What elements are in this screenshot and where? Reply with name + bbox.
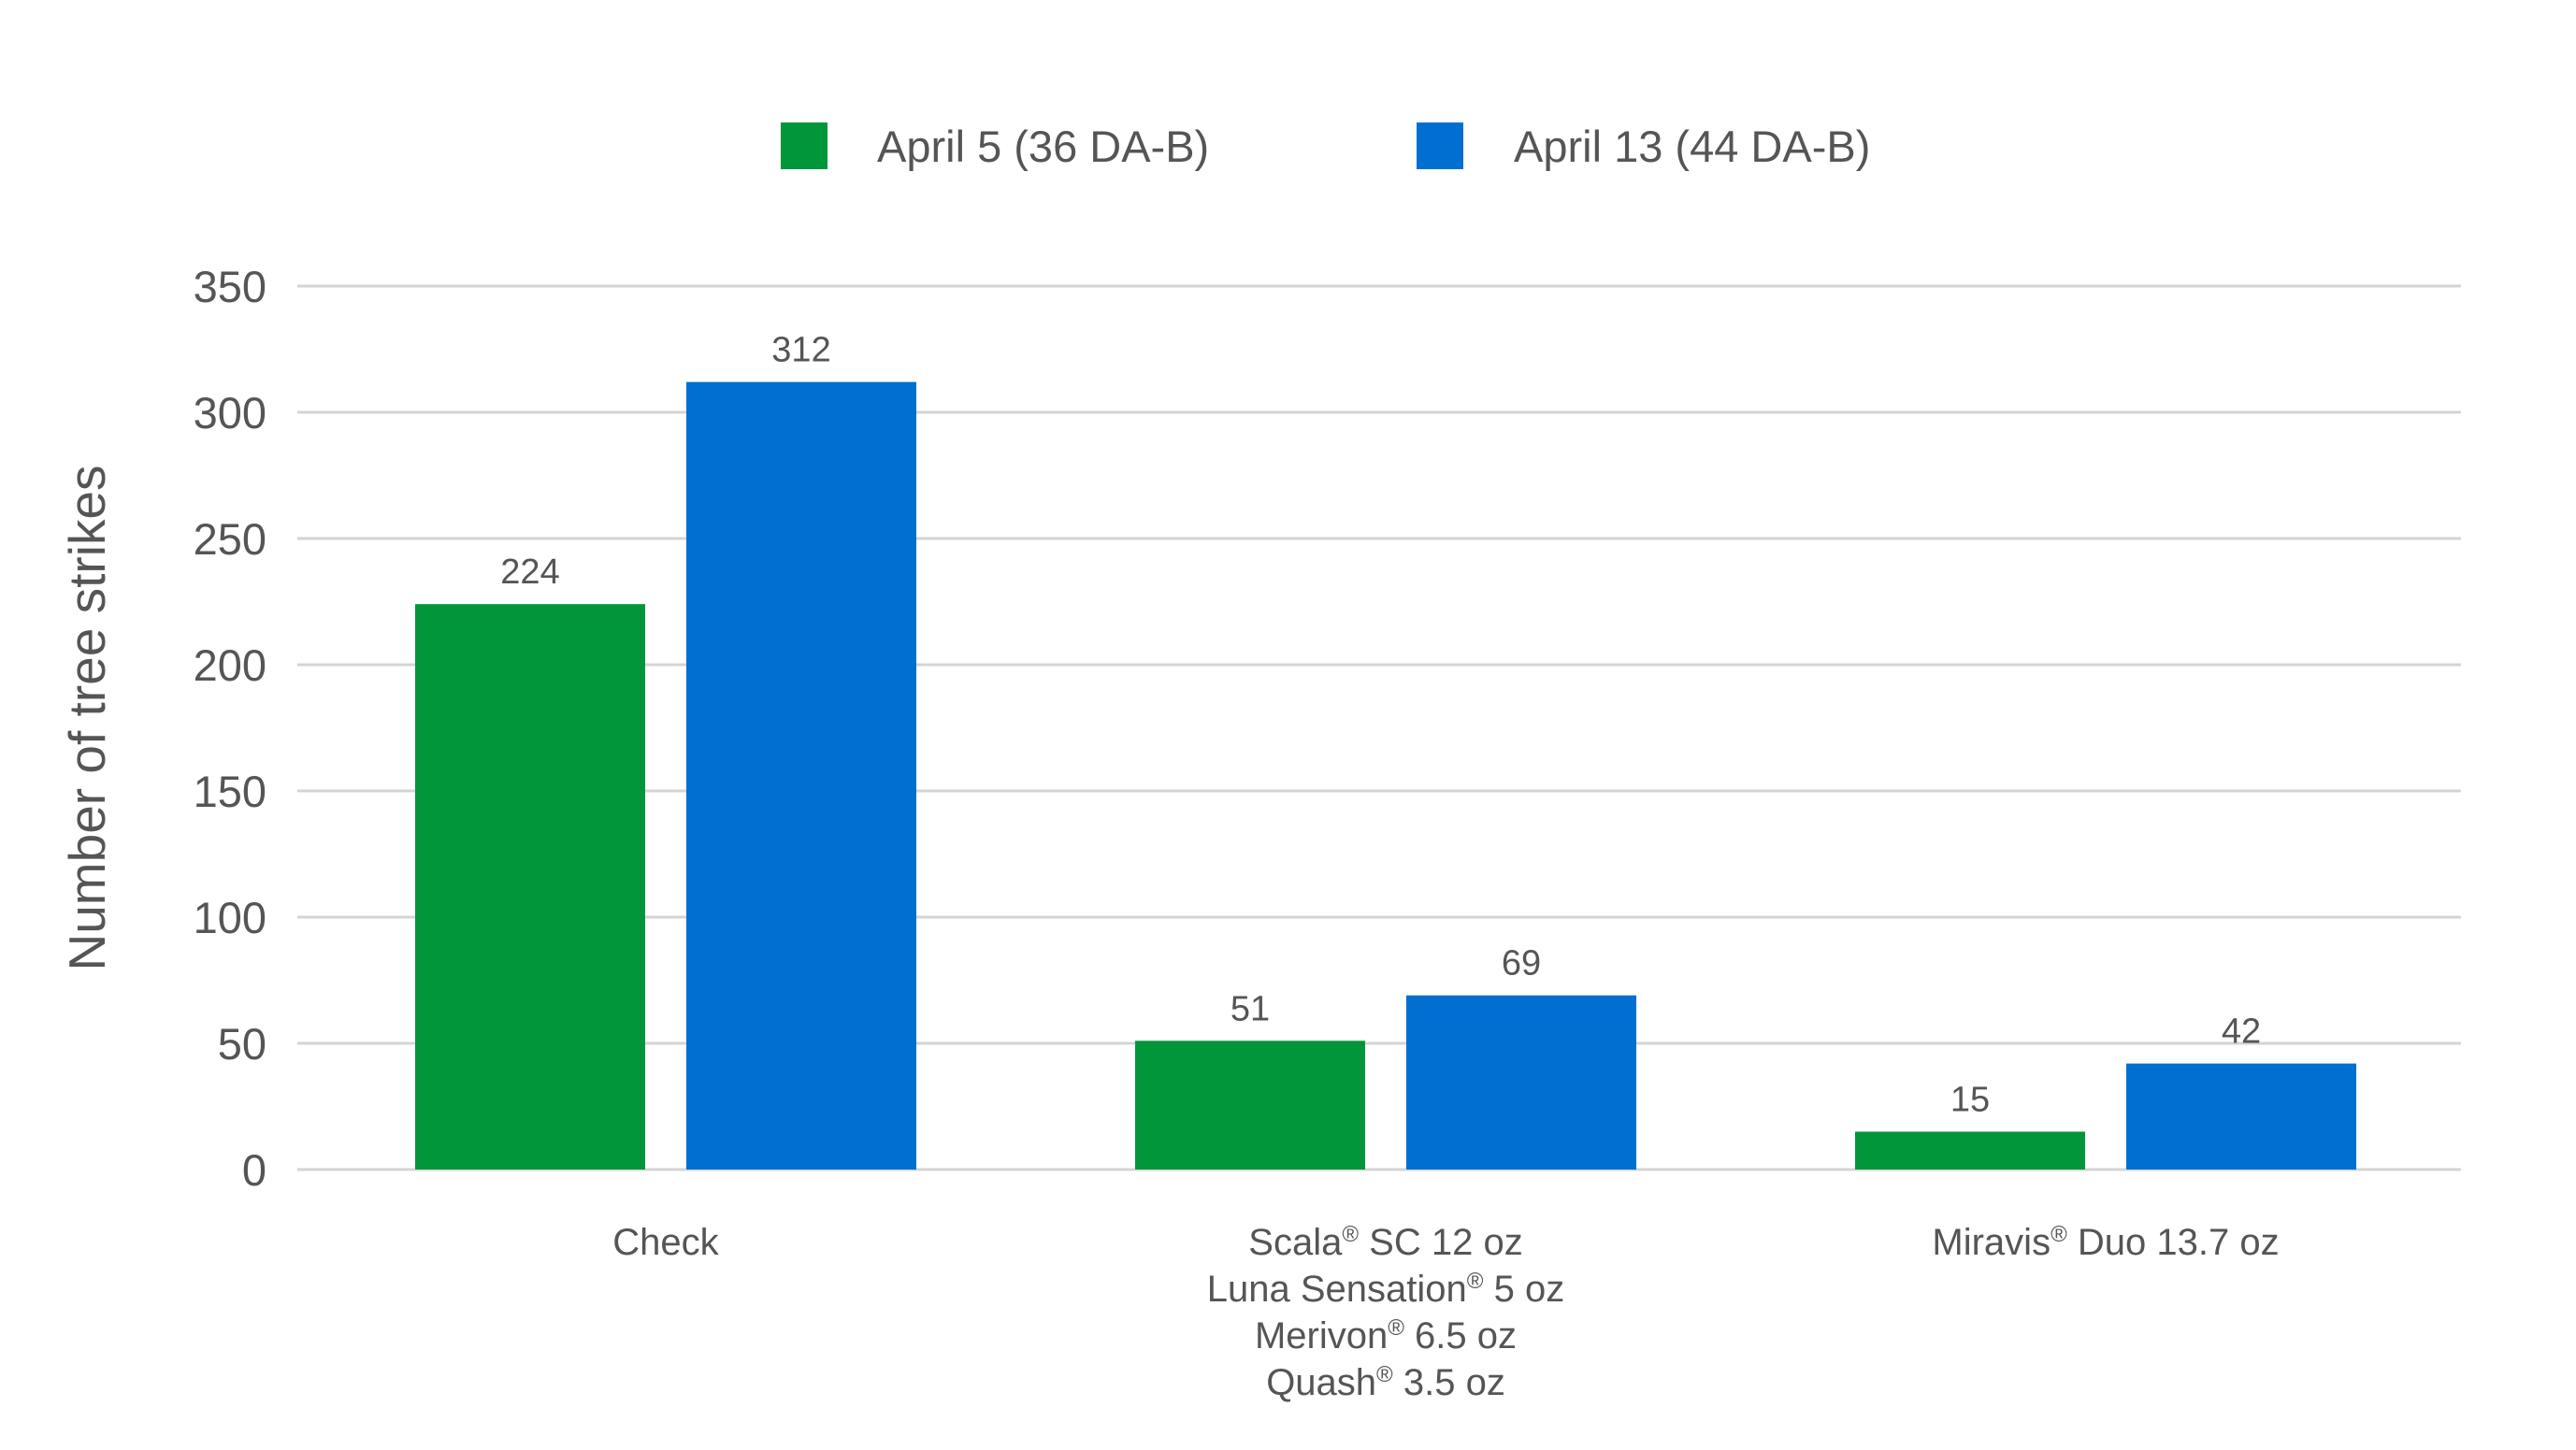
legend-swatch — [1417, 122, 1463, 169]
y-tick-label: 200 — [194, 640, 266, 690]
y-axis-ticks: 0 50 100 150 200 250 300 350 — [194, 262, 266, 1195]
data-label: 42 — [2222, 1012, 2261, 1052]
data-label: 51 — [1230, 989, 1270, 1028]
y-tick-label: 0 — [242, 1145, 266, 1195]
bar — [415, 604, 645, 1170]
bar — [686, 381, 916, 1170]
category-label: Quash® 3.5 oz — [1266, 1362, 1505, 1403]
category-label: Miravis® Duo 13.7 oz — [1932, 1222, 2279, 1263]
y-axis-label: Number of tree strikes — [58, 465, 116, 970]
bar — [1855, 1131, 2085, 1170]
y-tick-label: 250 — [194, 514, 266, 564]
bar — [1135, 1041, 1365, 1170]
bar — [2126, 1063, 2356, 1170]
bars — [415, 381, 2356, 1170]
data-label: 312 — [771, 331, 830, 370]
category-label: Merivon® 6.5 oz — [1255, 1315, 1517, 1357]
y-tick-label: 150 — [194, 767, 266, 816]
legend-label: April 13 (44 DA-B) — [1514, 122, 1870, 171]
y-tick-label: 50 — [218, 1019, 266, 1069]
data-label: 15 — [1950, 1081, 1990, 1120]
legend-label: April 5 (36 DA-B) — [877, 122, 1209, 171]
gridlines — [297, 284, 2461, 1171]
bar — [1406, 995, 1636, 1170]
data-label: 224 — [500, 553, 559, 592]
data-label: 69 — [1502, 944, 1541, 983]
category-labels: Check Scala® SC 12 oz Luna Sensation® 5 oz… — [612, 1222, 2279, 1403]
y-tick-label: 100 — [194, 893, 266, 942]
category-label: Scala® SC 12 oz — [1248, 1222, 1522, 1263]
category-label: Luna Sensation® 5 oz — [1207, 1269, 1564, 1310]
y-tick-label: 300 — [194, 388, 266, 438]
value-labels: 224 51 15 312 69 42 — [500, 331, 2261, 1120]
y-tick-label: 350 — [194, 262, 266, 311]
category-label: Check — [612, 1222, 719, 1263]
legend-swatch — [781, 122, 827, 169]
legend: April 5 (36 DA-B) April 13 (44 DA-B) — [781, 122, 1870, 171]
